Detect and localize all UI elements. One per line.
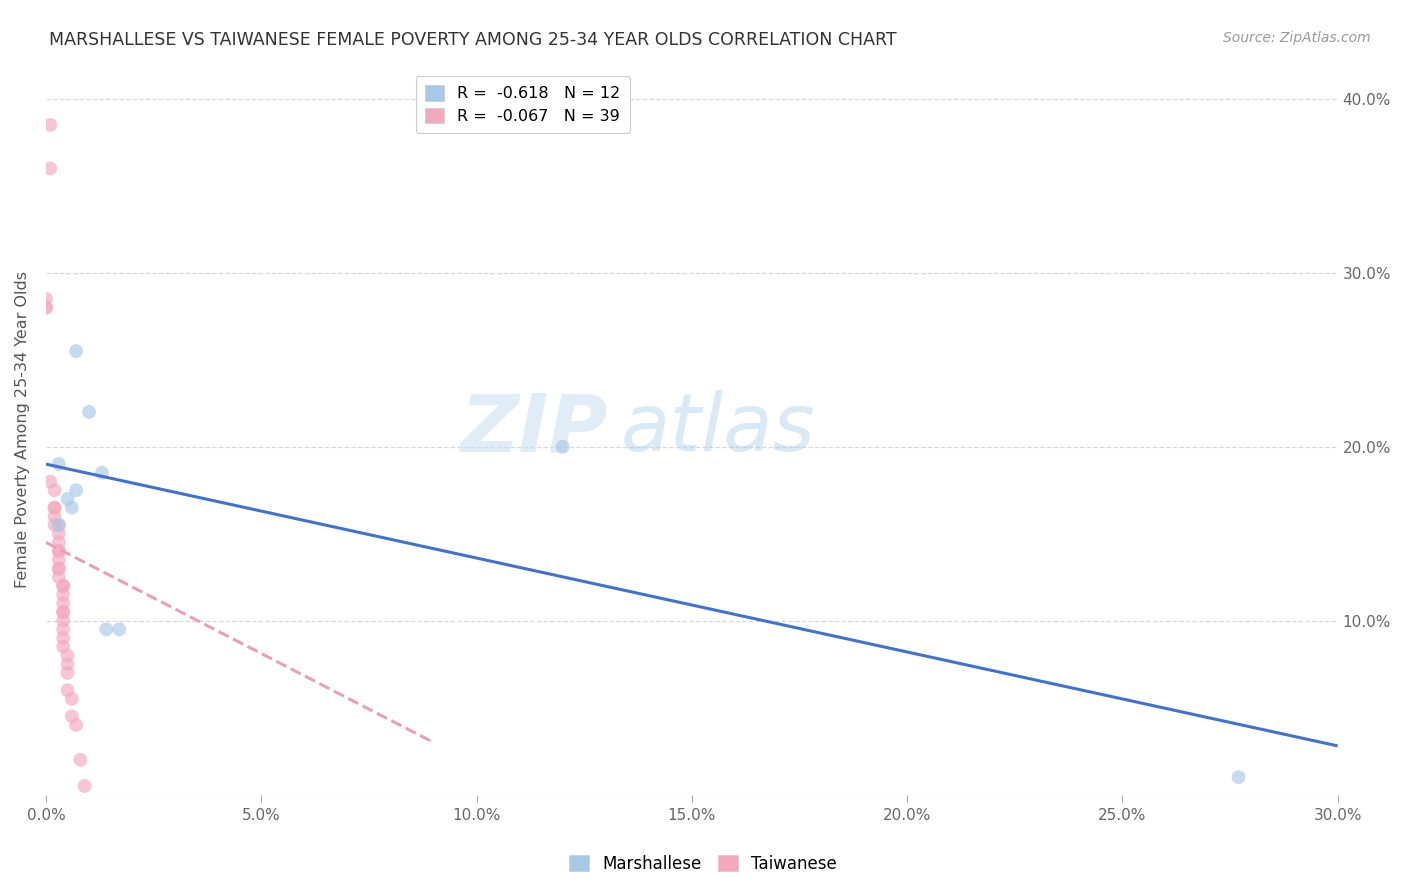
Point	[48, 518, 70, 533]
Point	[44, 509, 66, 524]
Point	[35, 301, 58, 315]
Point	[56, 657, 79, 672]
Legend: R =  -0.618   N = 12, R =  -0.067   N = 39: R = -0.618 N = 12, R = -0.067 N = 39	[416, 76, 630, 134]
Point	[48, 535, 70, 549]
Point	[52, 614, 75, 628]
Point	[48, 518, 70, 533]
Point	[65, 344, 87, 359]
Point	[60, 692, 83, 706]
Point	[52, 631, 75, 645]
Point	[35, 292, 58, 306]
Point	[52, 579, 75, 593]
Point	[48, 544, 70, 558]
Text: ZIP: ZIP	[461, 391, 607, 468]
Point	[48, 561, 70, 575]
Point	[44, 500, 66, 515]
Point	[48, 553, 70, 567]
Point	[44, 500, 66, 515]
Point	[48, 570, 70, 584]
Point	[48, 457, 70, 471]
Text: Source: ZipAtlas.com: Source: ZipAtlas.com	[1223, 31, 1371, 45]
Point	[551, 440, 574, 454]
Point	[48, 544, 70, 558]
Point	[52, 640, 75, 654]
Point	[65, 483, 87, 498]
Point	[91, 466, 114, 480]
Point	[56, 665, 79, 680]
Point	[65, 718, 87, 732]
Point	[48, 561, 70, 575]
Point	[60, 500, 83, 515]
Point	[52, 605, 75, 619]
Point	[52, 623, 75, 637]
Point	[73, 779, 96, 793]
Text: MARSHALLESE VS TAIWANESE FEMALE POVERTY AMONG 25-34 YEAR OLDS CORRELATION CHART: MARSHALLESE VS TAIWANESE FEMALE POVERTY …	[49, 31, 897, 49]
Text: atlas: atlas	[621, 391, 815, 468]
Point	[56, 491, 79, 506]
Point	[52, 588, 75, 602]
Point	[52, 596, 75, 610]
Point	[52, 579, 75, 593]
Point	[56, 648, 79, 663]
Point	[44, 483, 66, 498]
Point	[108, 623, 131, 637]
Point	[48, 526, 70, 541]
Point	[77, 405, 100, 419]
Point	[96, 623, 118, 637]
Legend: Marshallese, Taiwanese: Marshallese, Taiwanese	[562, 848, 844, 880]
Point	[60, 709, 83, 723]
Point	[56, 683, 79, 698]
Point	[52, 605, 75, 619]
Point	[39, 161, 62, 176]
Point	[44, 518, 66, 533]
Point	[39, 475, 62, 489]
Point	[35, 301, 58, 315]
Point	[69, 753, 91, 767]
Y-axis label: Female Poverty Among 25-34 Year Olds: Female Poverty Among 25-34 Year Olds	[15, 271, 30, 588]
Point	[39, 118, 62, 132]
Point	[1227, 770, 1250, 784]
